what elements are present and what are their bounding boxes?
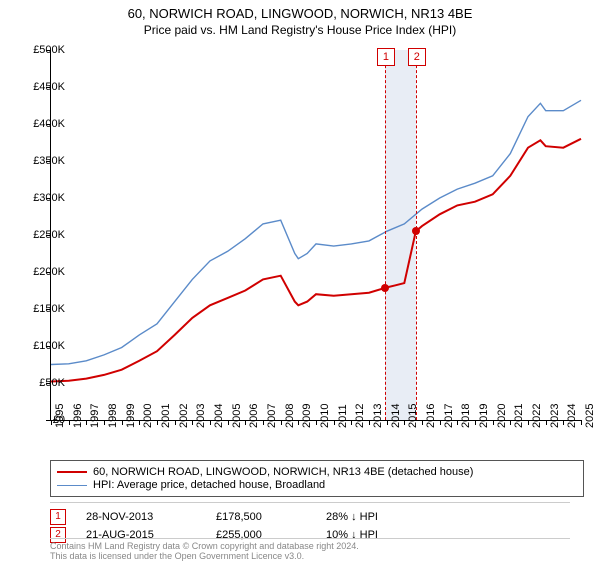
x-axis-label: 2018: [460, 404, 472, 428]
sale-marker-box: 1: [377, 48, 395, 66]
x-axis-label: 2010: [319, 404, 331, 428]
sale-marker-icon: 1: [50, 509, 66, 525]
y-axis-label: £350K: [33, 155, 65, 167]
attribution-line-2: This data is licensed under the Open Gov…: [50, 551, 570, 561]
x-tick: [175, 420, 176, 425]
x-axis-label: 2024: [566, 404, 578, 428]
x-axis-label: 2012: [354, 404, 366, 428]
x-tick: [263, 420, 264, 425]
attribution: Contains HM Land Registry data © Crown c…: [50, 538, 570, 562]
x-tick: [139, 420, 140, 425]
x-axis-label: 2019: [478, 404, 490, 428]
x-axis-label: 2015: [407, 404, 419, 428]
x-tick: [387, 420, 388, 425]
x-axis-label: 2011: [337, 404, 349, 428]
x-axis-label: 2004: [213, 404, 225, 428]
y-axis-label: £400K: [33, 118, 65, 130]
y-axis-label: £250K: [33, 229, 65, 241]
series-line-hpi: [51, 100, 581, 364]
x-tick: [475, 420, 476, 425]
x-tick: [245, 420, 246, 425]
x-tick: [69, 420, 70, 425]
x-axis-label: 2005: [231, 404, 243, 428]
line-svg: [51, 50, 581, 420]
legend-swatch: [57, 485, 87, 486]
x-axis-label: 1995: [54, 404, 66, 428]
y-axis-label: £200K: [33, 266, 65, 278]
x-tick: [493, 420, 494, 425]
x-axis-label: 2008: [284, 404, 296, 428]
x-tick: [86, 420, 87, 425]
x-tick: [281, 420, 282, 425]
sale-date: 28-NOV-2013: [86, 511, 196, 523]
x-tick: [316, 420, 317, 425]
x-axis-label: 1996: [72, 404, 84, 428]
legend-swatch: [57, 471, 87, 473]
x-axis-label: 2002: [178, 404, 190, 428]
legend-label: 60, NORWICH ROAD, LINGWOOD, NORWICH, NR1…: [93, 466, 473, 478]
x-axis-label: 2020: [496, 404, 508, 428]
x-axis-label: 2017: [443, 404, 455, 428]
sale-row: 1 28-NOV-2013 £178,500 28% ↓ HPI: [50, 509, 570, 525]
x-tick: [510, 420, 511, 425]
title-line-2: Price paid vs. HM Land Registry's House …: [0, 23, 600, 39]
series-line-property: [51, 139, 581, 382]
x-tick: [104, 420, 105, 425]
x-tick: [563, 420, 564, 425]
x-tick: [351, 420, 352, 425]
x-axis-label: 2013: [372, 404, 384, 428]
y-axis-label: £450K: [33, 81, 65, 93]
sale-marker-vline: [385, 50, 386, 420]
attribution-line-1: Contains HM Land Registry data © Crown c…: [50, 541, 570, 551]
sale-note: 28% ↓ HPI: [326, 511, 378, 523]
x-axis-label: 2003: [195, 404, 207, 428]
x-tick: [122, 420, 123, 425]
x-axis-label: 2021: [513, 404, 525, 428]
y-axis-label: £50K: [39, 377, 65, 389]
x-axis-label: 1998: [107, 404, 119, 428]
y-axis-label: £100K: [33, 340, 65, 352]
y-axis-label: £150K: [33, 303, 65, 315]
x-tick: [157, 420, 158, 425]
x-axis-label: 2025: [584, 404, 596, 428]
x-tick: [440, 420, 441, 425]
x-tick: [528, 420, 529, 425]
x-axis-label: 2000: [142, 404, 154, 428]
legend-label: HPI: Average price, detached house, Broa…: [93, 479, 325, 491]
x-axis-label: 2023: [549, 404, 561, 428]
title-block: 60, NORWICH ROAD, LINGWOOD, NORWICH, NR1…: [0, 0, 600, 38]
x-tick: [298, 420, 299, 425]
x-tick: [422, 420, 423, 425]
legend-row: 60, NORWICH ROAD, LINGWOOD, NORWICH, NR1…: [57, 466, 577, 478]
y-axis-label: £300K: [33, 192, 65, 204]
plot-area: 12: [50, 50, 581, 421]
x-tick: [369, 420, 370, 425]
x-axis-label: 1997: [89, 404, 101, 428]
x-axis-label: 2014: [390, 404, 402, 428]
x-tick: [210, 420, 211, 425]
x-tick: [581, 420, 582, 425]
x-tick: [228, 420, 229, 425]
sale-point: [381, 284, 389, 292]
x-tick: [192, 420, 193, 425]
legend-row: HPI: Average price, detached house, Broa…: [57, 479, 577, 491]
x-tick: [334, 420, 335, 425]
x-axis-label: 2016: [425, 404, 437, 428]
sale-marker-box: 2: [408, 48, 426, 66]
x-tick: [457, 420, 458, 425]
x-axis-label: 2007: [266, 404, 278, 428]
legend-box: 60, NORWICH ROAD, LINGWOOD, NORWICH, NR1…: [50, 460, 584, 497]
x-axis-label: 2006: [248, 404, 260, 428]
sale-price: £178,500: [216, 511, 306, 523]
x-axis-label: 2009: [301, 404, 313, 428]
title-line-1: 60, NORWICH ROAD, LINGWOOD, NORWICH, NR1…: [0, 6, 600, 23]
y-axis-label: £500K: [33, 44, 65, 56]
sale-point: [412, 227, 420, 235]
x-axis-label: 1999: [125, 404, 137, 428]
chart-container: 60, NORWICH ROAD, LINGWOOD, NORWICH, NR1…: [0, 0, 600, 560]
x-axis-label: 2001: [160, 404, 172, 428]
x-tick: [546, 420, 547, 425]
x-tick: [404, 420, 405, 425]
x-axis-label: 2022: [531, 404, 543, 428]
